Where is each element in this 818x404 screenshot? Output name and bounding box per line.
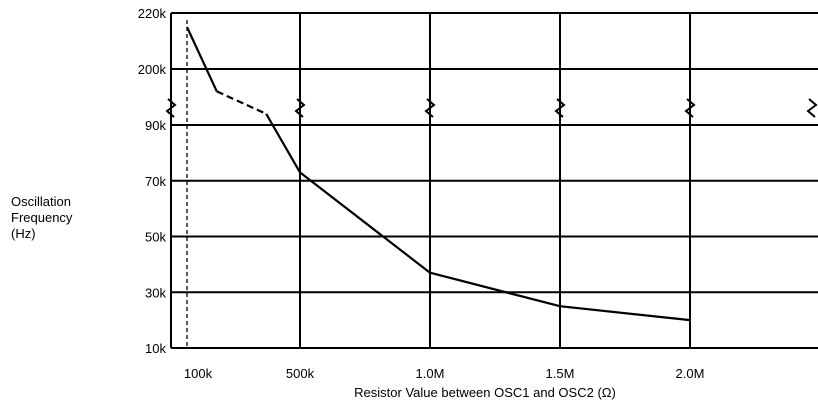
x-axis-title: Resistor Value between OSC1 and OSC2 (Ω) bbox=[354, 385, 616, 400]
x-tick-label: 500k bbox=[286, 366, 315, 381]
y-tick-label: 220k bbox=[138, 6, 167, 21]
axis-break-mark bbox=[554, 98, 566, 118]
frequency-curve-segment bbox=[265, 113, 691, 322]
y-tick-label: 70k bbox=[145, 174, 166, 189]
axis-break-mark bbox=[684, 98, 696, 118]
y-tick-label: 30k bbox=[145, 285, 166, 300]
y-tick-label: 200k bbox=[138, 62, 167, 77]
y-axis-title: Oscillation Frequency (Hz) bbox=[11, 194, 72, 242]
y-tick-label: 90k bbox=[145, 118, 166, 133]
y-axis-title-line-2: Frequency bbox=[11, 210, 73, 225]
axis-break-mark bbox=[424, 98, 436, 118]
y-axis-title-line-1: Oscillation bbox=[11, 194, 71, 209]
x-tick-label: 1.5M bbox=[546, 366, 575, 381]
axis-break-mark bbox=[294, 98, 306, 118]
x-tick-label: 1.0M bbox=[416, 366, 445, 381]
y-axis-title-line-3: (Hz) bbox=[11, 226, 36, 241]
axis-break-mark bbox=[806, 98, 818, 118]
frequency-curve-segment bbox=[216, 90, 267, 115]
y-tick-label: 10k bbox=[145, 341, 166, 356]
x-tick-label: 100k bbox=[184, 366, 213, 381]
y-tick-label: 50k bbox=[145, 230, 166, 245]
axis-break-mark bbox=[165, 98, 177, 118]
x-tick-label: 2.0M bbox=[676, 366, 705, 381]
frequency-curve-segment bbox=[186, 26, 218, 92]
